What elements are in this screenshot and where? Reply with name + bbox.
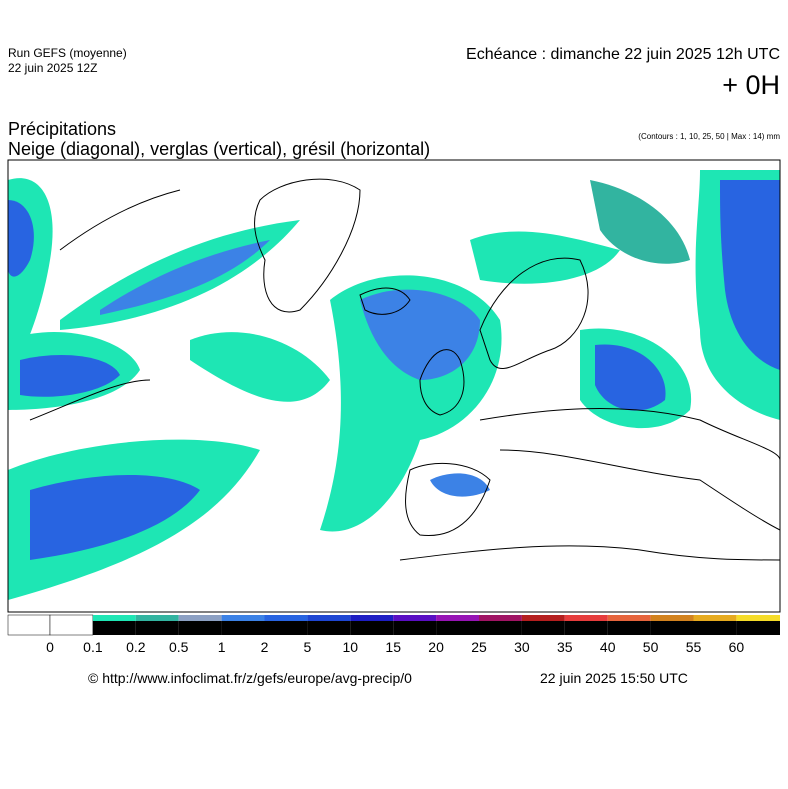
legend-label: 50 [643, 639, 659, 655]
subtitle: Neige (diagonal), verglas (vertical), gr… [8, 139, 431, 159]
legend-swatch-base [521, 621, 565, 635]
legend-swatch-base [479, 621, 522, 635]
legend-swatch [264, 615, 308, 621]
legend-label: 0 [46, 639, 54, 655]
legend-label: 20 [428, 639, 444, 655]
coastlines [29, 178, 781, 561]
legend-label: 55 [686, 639, 702, 655]
legend-swatch-base [221, 621, 265, 635]
legend-label: 0.5 [169, 639, 189, 655]
run-date: 22 juin 2025 12Z [8, 61, 98, 75]
generated: 22 juin 2025 15:50 UTC [540, 670, 688, 686]
legend-swatch [436, 615, 479, 621]
legend-swatch-base [135, 621, 179, 635]
legend-swatch [607, 615, 651, 621]
contours-note: (Contours : 1, 10, 25, 50 | Max : 14) mm [638, 132, 780, 141]
legend-label: 2 [261, 639, 269, 655]
source: © http://www.infoclimat.fr/z/gefs/europe… [88, 670, 412, 686]
legend-swatch [693, 615, 737, 621]
legend-swatch [49, 614, 94, 636]
legend-swatch-base [393, 621, 437, 635]
legend: 0 0.1 0.2 0.5 1 2 5 10 15 20 25 30 35 40 50 55 60 [7, 614, 780, 655]
legend-swatch-base [350, 621, 394, 635]
legend-swatch [135, 615, 179, 621]
legend-swatch-base [264, 621, 308, 635]
legend-swatch [307, 615, 351, 621]
legend-swatch-base [650, 621, 694, 635]
echeance: Echéance : dimanche 22 juin 2025 12h UTC [466, 46, 780, 63]
legend-swatch [479, 615, 522, 621]
legend-swatch-base [178, 621, 222, 635]
legend-label: 0.1 [83, 639, 103, 655]
legend-swatch [92, 615, 136, 621]
legend-swatch-base [564, 621, 608, 635]
map-frame [7, 159, 781, 613]
legend-swatch [350, 615, 394, 621]
run-label: Run GEFS (moyenne) [8, 46, 127, 60]
legend-swatch-base [92, 621, 136, 635]
legend-swatch [221, 615, 265, 621]
legend-swatch-base [307, 621, 351, 635]
legend-label: 30 [514, 639, 530, 655]
offset: + 0H [722, 70, 780, 100]
legend-label: 1 [218, 639, 226, 655]
legend-swatch-base [736, 621, 780, 635]
legend-swatch [393, 615, 437, 621]
legend-swatch-base [693, 621, 737, 635]
title: Précipitations [8, 119, 117, 139]
legend-swatch [178, 615, 222, 621]
legend-swatch [521, 615, 565, 621]
legend-swatch [564, 615, 608, 621]
legend-label: 0.2 [126, 639, 146, 655]
legend-swatch-base [436, 621, 479, 635]
legend-label: 25 [471, 639, 487, 655]
legend-label: 60 [729, 639, 745, 655]
legend-label: 10 [343, 639, 359, 655]
legend-swatch [7, 614, 51, 636]
precip-areas [8, 170, 780, 600]
legend-label: 40 [600, 639, 616, 655]
legend-swatch-base [607, 621, 651, 635]
legend-swatch [650, 615, 694, 621]
legend-label: 5 [304, 639, 312, 655]
legend-swatch [736, 615, 780, 621]
legend-label: 15 [385, 639, 401, 655]
legend-label: 35 [557, 639, 573, 655]
